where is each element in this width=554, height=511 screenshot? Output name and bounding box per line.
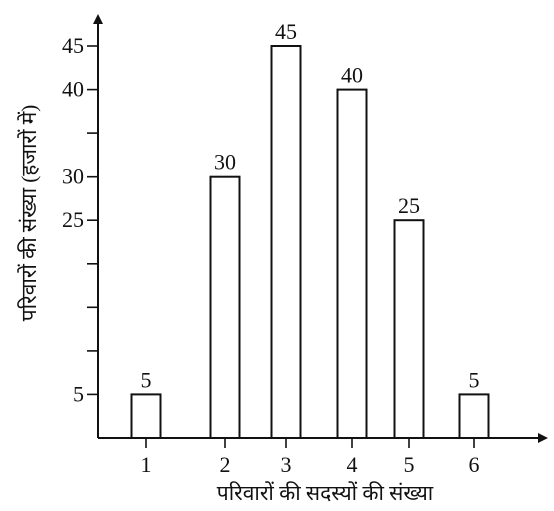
bars-group: [130, 45, 490, 439]
y-tick-label-40: 40: [62, 77, 84, 102]
y-tick-label-25: 25: [62, 207, 84, 232]
bar-2: [209, 175, 241, 439]
bar-5: [393, 219, 425, 439]
x-tick-label-5: 5: [404, 452, 415, 477]
data-label-2: 30: [214, 150, 236, 175]
y-tick-label-5: 5: [73, 381, 84, 406]
data-label-5: 25: [398, 193, 420, 218]
data-label-1: 5: [141, 367, 152, 392]
bar-4: [336, 88, 368, 439]
bar-1: [130, 393, 162, 439]
x-axis-title: परिवारों की सदस्यों की संख्या: [217, 481, 434, 505]
data-label-6: 5: [469, 367, 480, 392]
data-label-3: 45: [275, 19, 297, 44]
y-axis-title: परिवारों की संख्या (हजारों में): [17, 105, 41, 322]
x-tick-label-4: 4: [347, 452, 358, 477]
y-tick-label-30: 30: [62, 164, 84, 189]
x-tick-label-1: 1: [141, 452, 152, 477]
y-tick-label-45: 45: [62, 33, 84, 58]
x-tick-label-3: 3: [281, 452, 292, 477]
data-label-4: 40: [341, 63, 363, 88]
x-tick-label-6: 6: [469, 452, 480, 477]
bar-3: [270, 45, 302, 439]
data-labels-group: 5 30 45 40 25 5: [141, 19, 480, 392]
y-ticks-group: 5 25 30 40 45: [62, 33, 98, 406]
x-ticks-group: 1 2 3 4 5 6: [141, 438, 480, 477]
x-tick-label-2: 2: [220, 452, 231, 477]
bar-6: [458, 393, 490, 439]
